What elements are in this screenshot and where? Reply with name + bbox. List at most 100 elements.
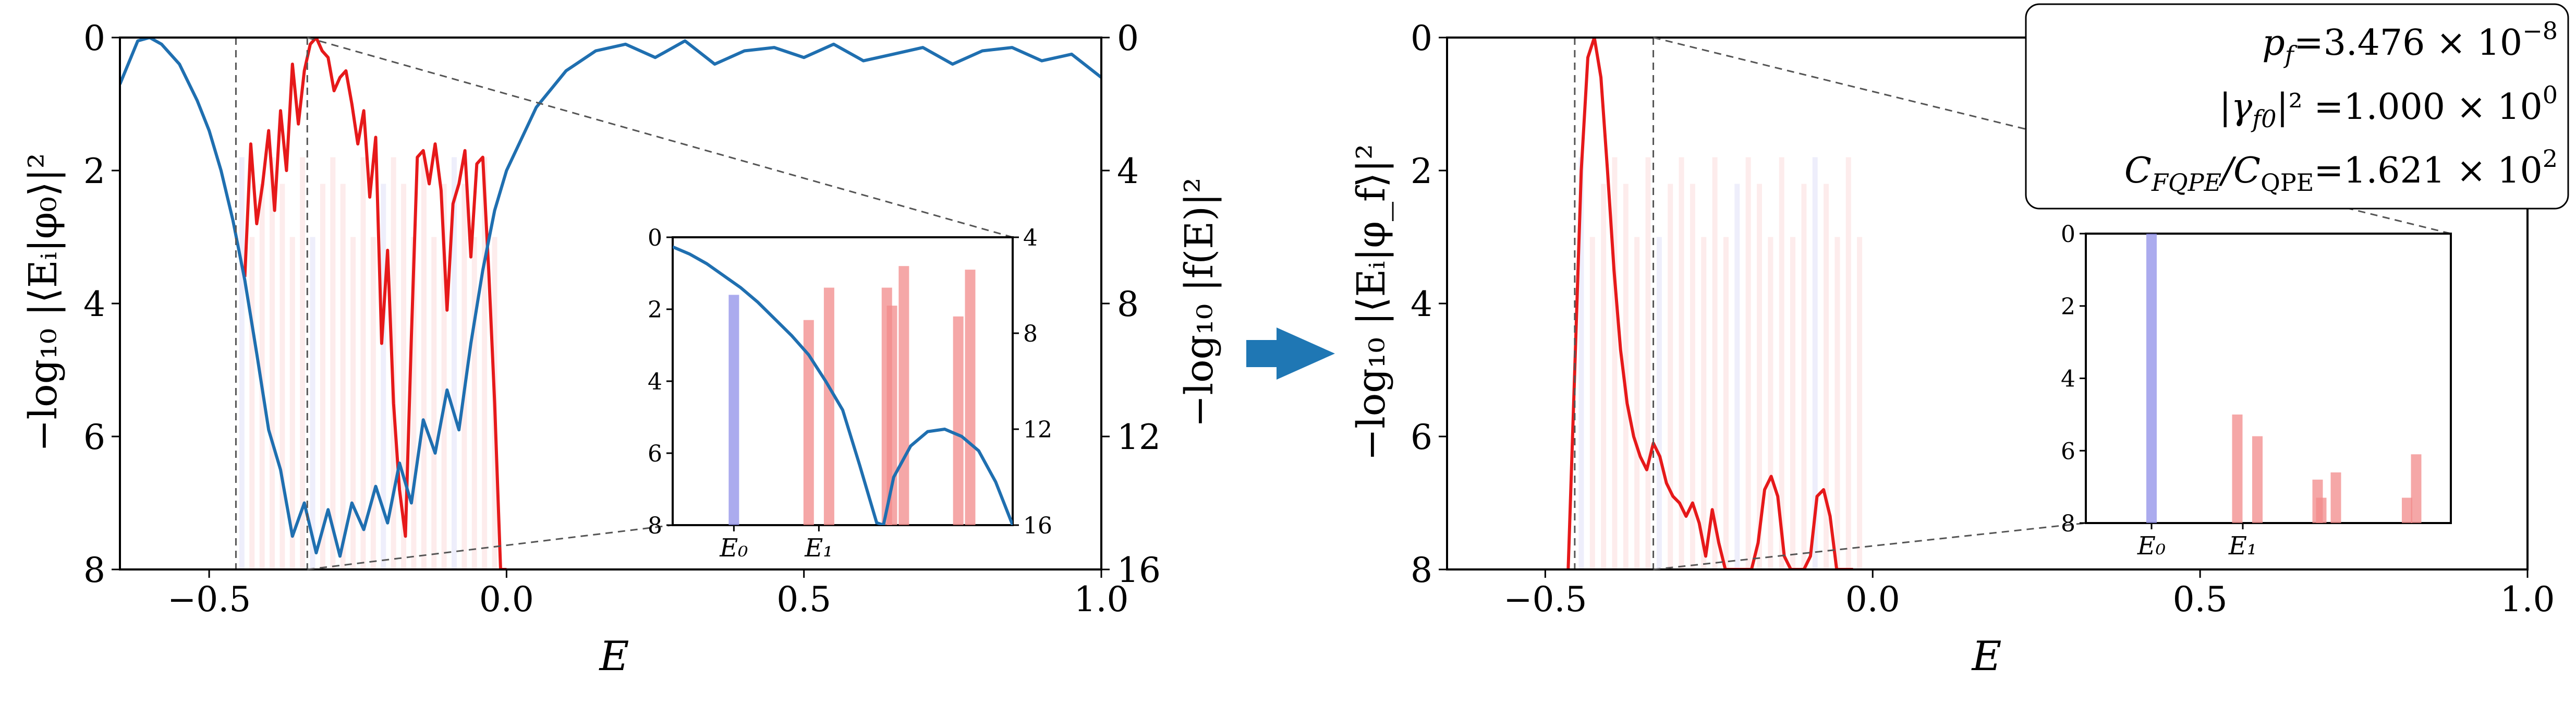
y-tick-label: 2 bbox=[1411, 151, 1432, 191]
faint-bar bbox=[1745, 157, 1751, 569]
y-tick-label: 8 bbox=[1411, 550, 1432, 590]
inset-bar-2 bbox=[823, 287, 834, 525]
faint-bar bbox=[1812, 157, 1818, 569]
inset-y-tick-label: 2 bbox=[2061, 294, 2075, 320]
faint-bar bbox=[1824, 184, 1829, 569]
inset-bar-6 bbox=[953, 316, 964, 525]
y-right-tick-label: 8 bbox=[1117, 284, 1139, 324]
faint-bar bbox=[1779, 157, 1784, 569]
faint-bar bbox=[320, 184, 325, 569]
faint-bar bbox=[421, 157, 427, 569]
x-tick-label: −0.5 bbox=[167, 579, 251, 620]
faint-bar bbox=[249, 237, 255, 569]
inset-bar-4 bbox=[2316, 497, 2327, 523]
left-panel: −0.5 0.0 0.5 1.0 0 2 4 6 8 0 4 8 12 16 4 8 12 16 0 2 4 6 8 E₀ E… bbox=[21, 18, 1222, 680]
inset-y-tick-label: 6 bbox=[648, 441, 662, 467]
inset-y-tick-label: 8 bbox=[648, 513, 662, 539]
faint-bar bbox=[360, 157, 366, 569]
inset-y-right-tick-label: 12 bbox=[1023, 417, 1052, 443]
right-ylabel: −log₁₀ |⟨Eᵢ|φ_f⟩|² bbox=[1349, 144, 1394, 461]
inset-bar-1 bbox=[2232, 414, 2243, 523]
x-tick-label: 0.5 bbox=[776, 579, 831, 620]
right-inset: 0 2 4 6 8 E₀ E₁ bbox=[1653, 37, 2452, 571]
right-series bbox=[1566, 38, 1853, 569]
inset-y-tick-label: 0 bbox=[648, 225, 662, 251]
faint-bar bbox=[431, 237, 437, 569]
x-tick-label: 0.0 bbox=[1845, 579, 1900, 620]
left-series bbox=[120, 38, 1101, 569]
inset-bar-5 bbox=[898, 266, 909, 525]
inset-y-tick-label: 2 bbox=[648, 297, 662, 323]
inset-bar-7 bbox=[965, 270, 976, 525]
faint-bar bbox=[1768, 237, 1773, 569]
inset-connector-bottom bbox=[1653, 522, 2086, 571]
inset-y-right-tick-label: 4 bbox=[1023, 225, 1038, 251]
y-tick-label: 2 bbox=[83, 151, 105, 191]
inset-bar-4 bbox=[886, 306, 897, 525]
faint-bar bbox=[1834, 237, 1840, 569]
faint-bar bbox=[340, 184, 346, 569]
y-tick-label: 4 bbox=[83, 284, 105, 324]
faint-bar bbox=[441, 184, 447, 569]
annotation-p_f: pf=3.476 × 10−8 bbox=[2262, 17, 2558, 69]
faint-bar bbox=[461, 184, 467, 569]
faint-bar bbox=[289, 237, 295, 569]
faint-bar bbox=[411, 237, 417, 569]
inset-bar-1 bbox=[803, 320, 814, 525]
y-right-tick-label: 0 bbox=[1117, 18, 1139, 58]
inset-bar-0 bbox=[2146, 234, 2157, 523]
inset-connector-top bbox=[307, 37, 1013, 238]
annotation-box: pf=3.476 × 10−8 |γf0|² =1.000 × 100 CFQPE/… bbox=[2025, 3, 2569, 210]
inset-bar-2 bbox=[2252, 436, 2263, 523]
faint-bar bbox=[1857, 237, 1863, 569]
faint-bar bbox=[1656, 237, 1662, 569]
y-right-tick-label: 16 bbox=[1117, 550, 1161, 590]
faint-bar bbox=[1756, 184, 1762, 569]
faint-bar bbox=[350, 237, 356, 569]
inset-x-tick-label: E₀ bbox=[2137, 531, 2166, 561]
faint-bar bbox=[1601, 184, 1607, 569]
inset-y-tick-label: 4 bbox=[648, 369, 662, 395]
faint-bar bbox=[1679, 157, 1684, 569]
faint-bar bbox=[1734, 184, 1740, 569]
annotation-gamma: |γf0|² =1.000 × 100 bbox=[2219, 81, 2558, 133]
faint-bar bbox=[471, 237, 477, 569]
transition-arrow bbox=[1246, 327, 1335, 380]
y-tick-label: 4 bbox=[1411, 284, 1432, 324]
y-right-tick-label: 4 bbox=[1117, 151, 1139, 191]
x-tick-label: 0.5 bbox=[2173, 579, 2228, 620]
x-tick-label: 1.0 bbox=[2500, 579, 2555, 620]
inset-y-tick-label: 6 bbox=[2061, 438, 2075, 465]
inset-x-tick-label: E₀ bbox=[719, 533, 748, 563]
faint-bar bbox=[1623, 184, 1629, 569]
faint-bar bbox=[310, 237, 315, 569]
inset-connector-bottom bbox=[307, 524, 673, 571]
y-tick-label: 0 bbox=[83, 18, 105, 58]
faint-bar bbox=[1701, 237, 1707, 569]
left-ylabel: −log₁₀ |⟨Eᵢ|φ₀⟩|² bbox=[21, 153, 66, 452]
inset-y-tick-label: 0 bbox=[2061, 221, 2075, 248]
inset-y-tick-label: 8 bbox=[2061, 511, 2075, 537]
faint-bar bbox=[1634, 237, 1640, 569]
faint-bar bbox=[269, 157, 275, 569]
faint-bar bbox=[1589, 237, 1595, 569]
faint-bar bbox=[1790, 237, 1796, 569]
faint-bar bbox=[1668, 184, 1673, 569]
inset-y-tick-label: 4 bbox=[2061, 366, 2075, 393]
left-ylabel-right: −log₁₀ |f(E)|² bbox=[1177, 177, 1222, 427]
faint-bar bbox=[1578, 157, 1584, 569]
faint-bar bbox=[401, 184, 407, 569]
series-line-1 bbox=[120, 38, 1101, 558]
inset-x-tick-label: E₁ bbox=[804, 533, 833, 563]
y-tick-label: 6 bbox=[83, 417, 105, 457]
faint-bar bbox=[1845, 157, 1851, 569]
inset-bar-7 bbox=[2411, 454, 2422, 523]
inset-frame bbox=[2085, 233, 2452, 524]
inset-y-right-tick-label: 16 bbox=[1023, 513, 1052, 539]
faint-bar bbox=[452, 157, 457, 569]
faint-bar bbox=[1645, 157, 1651, 569]
inset-curve bbox=[673, 245, 1013, 525]
left-ticks: −0.5 0.0 0.5 1.0 0 2 4 6 8 0 4 8 12 16 bbox=[83, 18, 1161, 620]
faint-bar bbox=[381, 184, 386, 569]
